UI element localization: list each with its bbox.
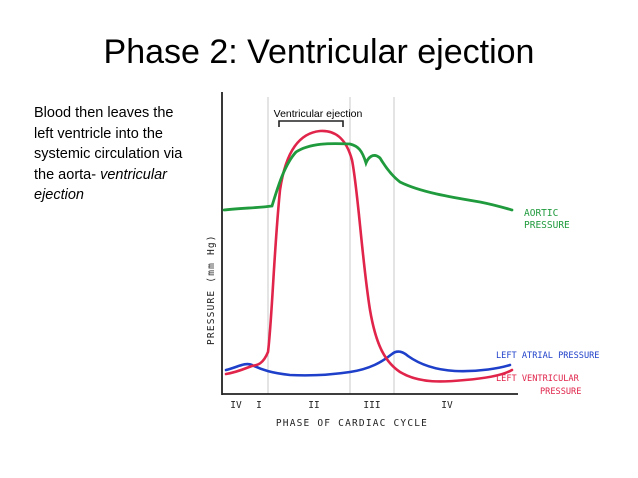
ventricular-label-line-1: LEFT VENTRICULAR	[496, 374, 580, 384]
y-axis-label: PRESSURE (mm Hg)	[206, 234, 217, 345]
phase-label-4: III	[363, 400, 380, 411]
aortic-label-line-2: PRESSURE	[524, 220, 570, 231]
phase-label-3: II	[308, 400, 319, 411]
body-text: Blood then leaves the left ventricle int…	[34, 103, 194, 206]
atrial-label: LEFT ATRIAL PRESSURE	[496, 351, 599, 361]
phase-label-2: I	[256, 400, 262, 411]
phase-label-5: IV	[441, 400, 453, 411]
aortic-pressure-curve	[222, 142, 514, 212]
body-text-plain: Blood then leaves the left ventricle int…	[34, 105, 183, 183]
ejection-bracket	[278, 120, 344, 127]
slide-title: Phase 2: Ventricular ejection	[103, 33, 535, 71]
phase-tick-labels: IV I II III IV	[230, 400, 453, 411]
left-atrial-pressure-curve	[224, 350, 512, 377]
left-ventricular-pressure-curve	[224, 129, 514, 383]
phase-divider-lines	[267, 97, 395, 394]
phase-label-1: IV	[230, 400, 242, 411]
aortic-label-line-1: AORTIC	[524, 208, 558, 219]
x-axis-label: PHASE OF CARDIAC CYCLE	[276, 418, 428, 429]
bracket-label: Ventricular ejection	[274, 108, 363, 120]
body-text-emphasis: ventricular ejection	[34, 166, 167, 204]
ventricular-label-line-2: PRESSURE	[540, 387, 581, 397]
curve-labels: AORTIC PRESSURE LEFT ATRIAL PRESSURE LEF…	[496, 208, 599, 397]
